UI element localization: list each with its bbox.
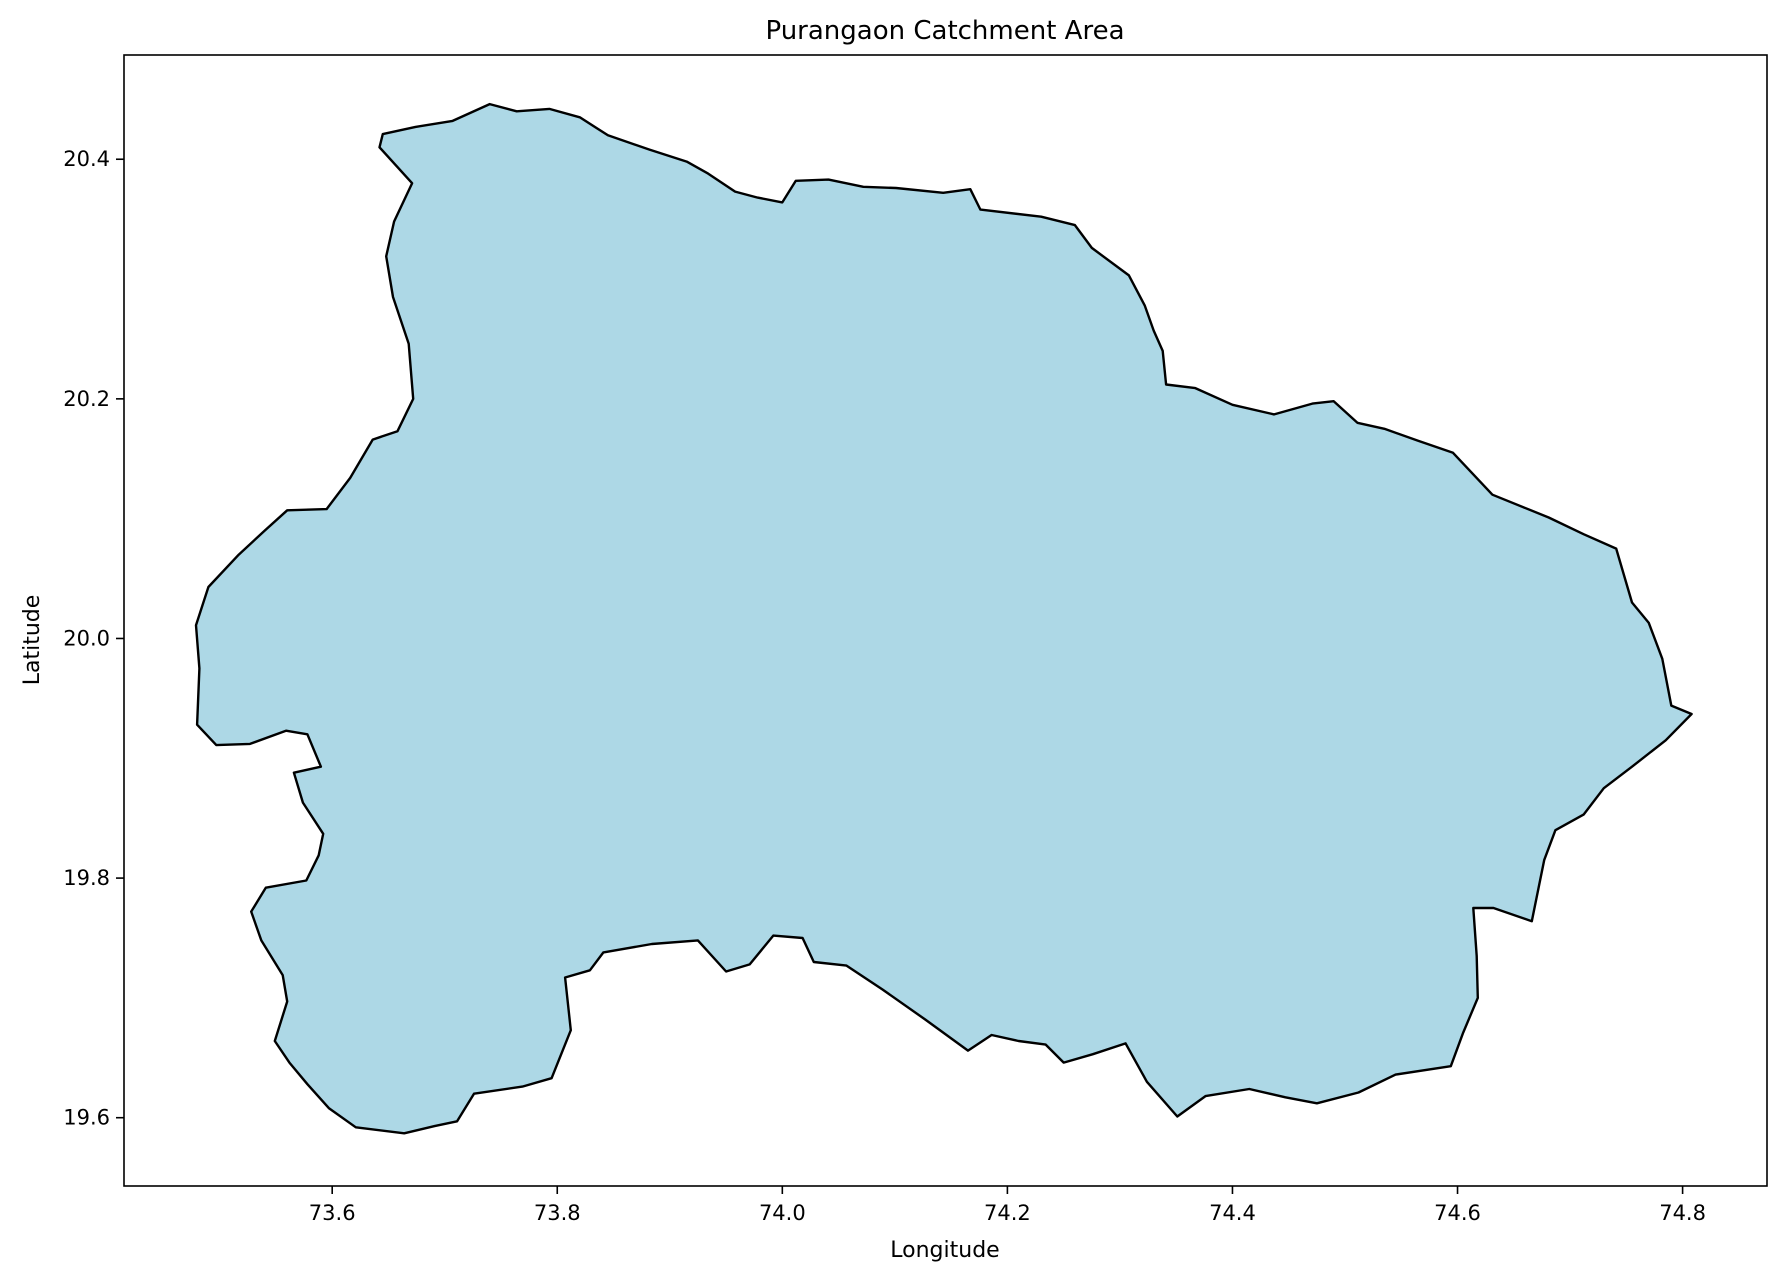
x-tick-label: 73.8 bbox=[534, 1201, 581, 1225]
catchment-area-polygon bbox=[194, 102, 1693, 1135]
y-tick-label: 20.4 bbox=[63, 147, 110, 171]
catchment-area-polygon-layer bbox=[194, 102, 1693, 1135]
y-tick-label: 19.8 bbox=[63, 866, 110, 890]
y-axis-label: Latitude bbox=[20, 595, 45, 686]
x-axis-label: Longitude bbox=[890, 1238, 999, 1263]
x-tick-label: 74.4 bbox=[1209, 1201, 1256, 1225]
x-tick-label: 73.6 bbox=[309, 1201, 356, 1225]
x-axis-ticks: 73.6 73.8 74.0 74.2 74.4 74.6 74.8 bbox=[309, 1186, 1706, 1225]
axes-frame bbox=[123, 54, 1768, 1187]
y-tick-label: 19.6 bbox=[63, 1106, 110, 1130]
y-axis-ticks: 19.6 19.8 20.0 20.2 20.4 bbox=[63, 147, 124, 1130]
chart-title: Purangaon Catchment Area bbox=[765, 16, 1124, 46]
x-tick-label: 74.8 bbox=[1659, 1201, 1706, 1225]
x-tick-label: 74.0 bbox=[759, 1201, 806, 1225]
x-tick-label: 74.2 bbox=[984, 1201, 1031, 1225]
y-tick-label: 20.0 bbox=[63, 626, 110, 650]
x-tick-label: 74.6 bbox=[1434, 1201, 1481, 1225]
y-tick-label: 20.2 bbox=[63, 387, 110, 411]
